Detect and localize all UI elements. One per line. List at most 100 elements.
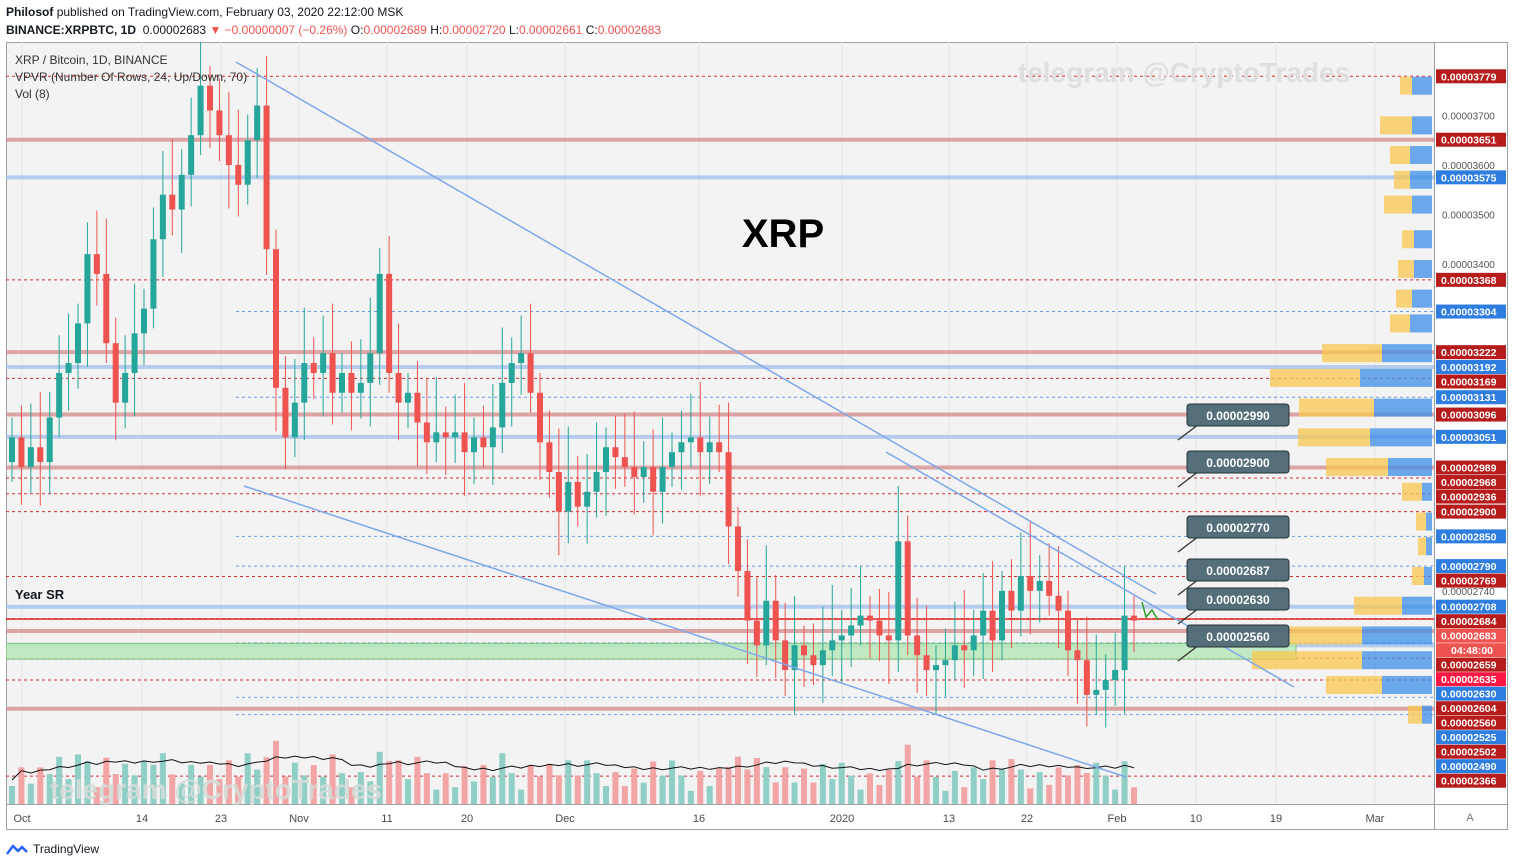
low-label: L: (508, 23, 519, 37)
price-label: 0.00002366 (1441, 776, 1497, 788)
volume-bar (499, 753, 506, 804)
vpvr-down-bar (1326, 675, 1382, 694)
candle-body (282, 387, 289, 438)
volume-bar (942, 790, 949, 804)
price-label-bg (1436, 614, 1506, 629)
volume-bar (150, 764, 157, 804)
volume-bar (829, 779, 836, 804)
candle-body (197, 85, 204, 136)
tradingview-footer[interactable]: TradingView (6, 842, 99, 856)
candle-body (1093, 689, 1100, 695)
volume-ma (11, 755, 1135, 781)
vpvr-up-bar (1382, 675, 1432, 694)
callout-box (1186, 558, 1290, 582)
price-label: 0.00002900 (1441, 507, 1497, 519)
volume-bar (207, 765, 213, 804)
chart-area[interactable]: XRP Year SR telegram @CryptoTrades teleg… (5, 36, 1508, 830)
time-tick-label: 23 (215, 813, 227, 825)
volume-bar (933, 776, 939, 804)
candle-body (593, 472, 600, 492)
volume-bar (433, 789, 440, 804)
volume-bar (659, 775, 666, 804)
xrp-title: XRP (742, 212, 824, 256)
candle-body (423, 422, 430, 443)
callouts: 0.00002990 0.00002900 0.00002770 0.00002687… (1177, 403, 1290, 662)
candle-body (357, 382, 364, 393)
candle-body (603, 447, 609, 472)
volume-bar (339, 773, 345, 804)
candle-body (273, 249, 279, 388)
volume-bar (141, 761, 147, 804)
price-label-bg (1436, 730, 1506, 745)
candle-body (565, 481, 572, 512)
price-label-bg (1436, 657, 1506, 672)
candle-body (9, 437, 15, 463)
time-tick-label: 2020 (830, 813, 854, 825)
open-value: 0.00002689 (363, 23, 427, 37)
volume-bar (103, 757, 110, 804)
time-axis: Oct 14 23 Nov 11 20 Dec 16 2020 13 22 Feb 10 19 Mar (13, 813, 1384, 825)
volume-bar (735, 756, 741, 804)
candle-body (914, 635, 921, 656)
price-label-bg (1436, 672, 1506, 687)
volume-bar (1102, 775, 1109, 804)
candle-body (141, 308, 147, 334)
candle-body (310, 363, 317, 373)
candle-body (159, 194, 166, 240)
vpvr-up-bar (1422, 482, 1432, 501)
volume-bar (706, 786, 713, 804)
candle-body (207, 85, 213, 111)
candle-body (18, 437, 25, 468)
volume-bar (27, 783, 34, 804)
volume-bar (188, 764, 195, 804)
price-chart[interactable]: XRP Year SR telegram @CryptoTrades teleg… (5, 36, 1508, 830)
volume-bar (961, 787, 968, 804)
price-label-bg (1436, 573, 1506, 588)
volume-bar (357, 772, 364, 804)
candle-body (291, 402, 298, 438)
price-label-bg (1436, 429, 1506, 444)
candle-body (46, 417, 53, 463)
price-tick-label: 0.00003600 (1442, 161, 1495, 172)
vpvr-up-bar (1382, 344, 1432, 363)
watermark-top: telegram @CryptoTrades (1018, 57, 1350, 88)
candle-body (838, 635, 845, 641)
price-label: 0.00003779 (1441, 71, 1497, 83)
candle-body (801, 645, 807, 656)
volume-bar (56, 756, 63, 804)
callout-pointer (1177, 423, 1200, 441)
close-label: C: (585, 23, 598, 37)
candle-body (687, 437, 694, 443)
candle-body (1017, 576, 1024, 611)
callout-label: 0.00002630 (1206, 593, 1270, 607)
legend-vol: Vol (8) (15, 87, 50, 101)
support-zone (5, 642, 1297, 660)
candle-body (499, 382, 506, 428)
candle-body (508, 363, 515, 383)
author-name[interactable]: Philosof (6, 5, 54, 19)
volume-bar (461, 766, 468, 804)
volume-bar (518, 789, 525, 804)
price-label-bg (1436, 686, 1506, 701)
volume-bar (329, 754, 336, 804)
volume-bar (37, 767, 44, 804)
vpvr-up-bar (1402, 596, 1432, 615)
trendline-upper (235, 61, 1157, 595)
open-label: O: (350, 23, 364, 37)
callout-label: 0.00002900 (1206, 456, 1270, 470)
candle-body (1131, 615, 1137, 621)
volume-bar (791, 782, 798, 804)
volume-bar (414, 756, 421, 804)
auto-scale-button[interactable]: A (1466, 812, 1474, 824)
volume-bar (951, 770, 958, 804)
candle-body (631, 467, 638, 477)
candle-body (103, 273, 110, 344)
candle-body (254, 105, 261, 141)
price-label: 0.00003192 (1441, 362, 1497, 374)
volume-bar (669, 760, 675, 804)
volume-bar (376, 751, 383, 804)
publish-text: published on TradingView.com, February 0… (56, 5, 404, 19)
time-tick-label: 19 (1270, 813, 1282, 825)
candle-body (819, 650, 826, 666)
vpvr-up-bar (1412, 116, 1432, 135)
